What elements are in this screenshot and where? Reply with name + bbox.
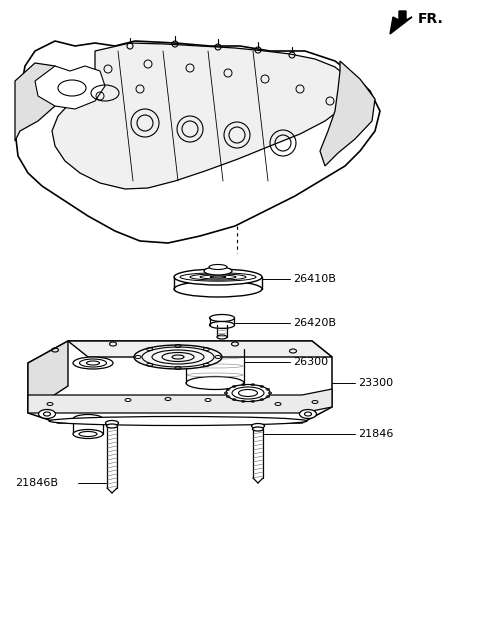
Ellipse shape [209,265,227,269]
Polygon shape [35,66,105,109]
Polygon shape [28,341,68,413]
Ellipse shape [49,417,307,426]
Polygon shape [320,61,375,166]
Ellipse shape [226,385,270,401]
Ellipse shape [186,376,244,390]
Ellipse shape [174,269,262,285]
Text: 26300: 26300 [293,357,328,367]
Polygon shape [28,341,332,423]
Polygon shape [28,389,332,413]
Ellipse shape [204,267,232,275]
Ellipse shape [134,345,222,369]
Ellipse shape [252,427,264,431]
Polygon shape [16,41,380,243]
Text: FR.: FR. [418,12,444,26]
Polygon shape [15,63,60,141]
Polygon shape [68,341,332,357]
Ellipse shape [73,415,103,424]
Ellipse shape [73,357,113,369]
Ellipse shape [38,410,56,419]
Text: 21846B: 21846B [15,478,58,488]
Ellipse shape [209,315,235,322]
Polygon shape [390,11,412,34]
Ellipse shape [252,424,264,428]
Text: 21846: 21846 [358,429,394,439]
Ellipse shape [73,429,103,438]
Ellipse shape [174,281,262,297]
Ellipse shape [107,424,118,428]
Text: 23300: 23300 [358,378,393,388]
Ellipse shape [186,342,244,356]
Ellipse shape [106,420,119,426]
Ellipse shape [300,410,316,419]
Polygon shape [52,43,355,189]
Ellipse shape [209,322,235,328]
Text: 26410B: 26410B [293,274,336,284]
Text: 26420B: 26420B [293,318,336,328]
